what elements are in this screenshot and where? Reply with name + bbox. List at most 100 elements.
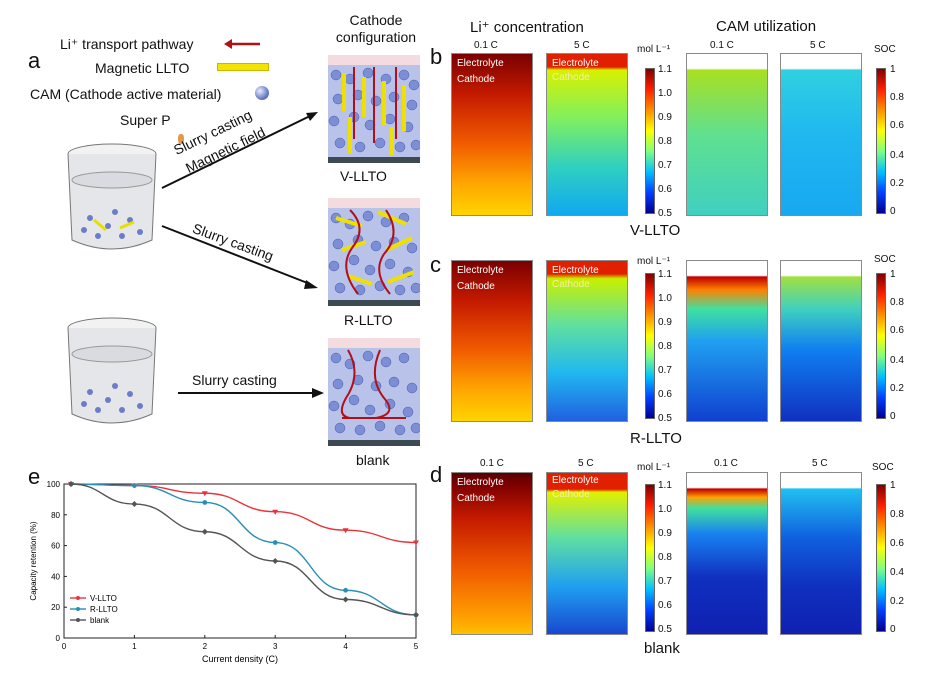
li-map-c-5c: Electrolyte Cathode [546,260,628,422]
tick-label: 1 [890,480,896,491]
legend-magnetic-llto: Magnetic LLTO [95,60,190,76]
soc-label: SOC [872,462,894,473]
legend-super-p: Super P [120,112,171,128]
tick-label: 1.1 [658,480,672,491]
data-point [413,540,419,546]
li-map-d-01c: Electrolyte Cathode [451,472,533,635]
li-colorbar-ticks-c: 1.1 1.0 0.9 0.8 0.7 0.6 0.5 [658,269,688,427]
tick-label: 0.2 [890,178,904,189]
panel-letter-b: b [430,44,443,69]
soc-map-c-5c [780,260,862,422]
tick-label: 0.6 [658,389,672,400]
super-p-icon [178,134,184,144]
mol-unit-label: mol L⁻¹ [637,44,671,55]
tick-label: 0.9 [658,317,672,328]
mol-unit-label: mol L⁻¹ [637,256,671,267]
header-cam-utilization: CAM utilization [716,18,817,35]
soc-label: SOC [874,44,896,55]
cathode-label: Cathode [552,279,590,290]
soc-colorbar-d [876,484,886,632]
electrolyte-label: Electrolyte [552,265,599,276]
tick-label: 0.8 [658,341,672,352]
tick-label: 0.7 [658,160,672,171]
x-tick-label: 4 [343,642,348,651]
data-point [272,509,279,515]
data-point [202,500,208,505]
tick-label: 0.8 [658,136,672,147]
tick-label: 0.5 [658,413,672,424]
electrolyte-label: Electrolyte [457,477,504,488]
tick-label: 0.7 [658,365,672,376]
panel-letter-a: a [28,48,41,73]
config-label-v-llto: V-LLTO [340,168,387,184]
legend-marker [76,607,80,611]
li-map-b-5c: Electrolyte Cathode [546,53,628,216]
cathode-label: Cathode [457,74,495,85]
header-li-concentration: Li⁺ concentration [470,19,584,36]
beaker-icon [67,317,157,424]
panel-letter-e: e [28,464,41,489]
soc-map-b-5c [780,53,862,216]
rate-label: 0.1 C [710,40,734,51]
tick-label: 0.6 [658,600,672,611]
panel-label-r-llto: R-LLTO [630,430,682,447]
tick-label: 1.0 [658,293,672,304]
rate-label: 5 C [812,458,828,469]
y-tick-label: 100 [47,480,61,489]
legend-li-transport: Li⁺ transport pathway [60,36,194,52]
tick-label: 0.8 [890,297,904,308]
x-tick-label: 0 [62,642,67,651]
electrolyte-label: Electrolyte [457,58,504,69]
li-colorbar-ticks-d: 1.1 1.0 0.9 0.8 0.7 0.6 0.5 [658,480,688,638]
capacity-retention-chart: 0 1 2 3 4 5 0 20 40 60 80 100 Current density (C) Cap… [29,480,419,664]
li-map-d-5c: Electrolyte Cathode [546,472,628,635]
soc-colorbar-c [876,273,886,419]
panel-letter-c: c [430,252,441,277]
tick-label: 1.0 [658,88,672,99]
rate-label: 0.1 C [480,458,504,469]
legend-cam: CAM (Cathode active material) [30,86,222,102]
data-point [201,528,208,535]
data-point [272,558,279,564]
tick-label: 0.4 [890,567,904,578]
cathode-label: Cathode [457,281,495,292]
tick-label: 0.4 [890,150,904,161]
x-tick-label: 3 [273,642,278,651]
chart-axes: 0 1 2 3 4 5 0 20 40 60 80 100 Current density (C) Cap… [29,480,419,664]
data-point [68,481,75,487]
tick-label: 0.8 [890,92,904,103]
legend-marker [76,596,80,600]
tick-label: 0 [890,206,896,217]
li-colorbar-ticks-b: 1.1 1.0 0.9 0.8 0.7 0.6 0.5 [658,64,688,222]
llto-rod-icon [217,63,269,71]
tick-label: 0.6 [890,538,904,549]
tick-label: 0.6 [890,120,904,131]
chart-legend: V-LLTO R-LLTO blank [70,594,118,625]
rate-label: 5 C [574,40,590,51]
config-label-r-llto: R-LLTO [344,312,393,328]
tick-label: 0 [890,624,896,635]
config-label-blank: blank [356,452,390,468]
tick-label: 1.1 [658,269,672,280]
data-point [342,596,349,603]
y-tick-label: 60 [51,542,60,551]
electrolyte-label: Electrolyte [457,265,504,276]
legend-label: blank [90,616,110,625]
tick-label: 1.0 [658,504,672,515]
tick-label: 1.1 [658,64,672,75]
rate-label: 0.1 C [474,40,498,51]
soc-colorbar-ticks-d: 1 0.8 0.6 0.4 0.2 0 [890,480,920,638]
data-point [413,611,419,618]
x-tick-label: 1 [132,642,137,651]
panel-label-v-llto: V-LLTO [630,222,681,239]
li-map-b-01c: Electrolyte Cathode [451,53,533,216]
soc-map-d-5c [780,472,862,635]
v-llto-config-image [328,55,420,163]
tick-label: 0.5 [658,208,672,219]
li-colorbar-c [645,273,655,419]
soc-colorbar-ticks-c: 1 0.8 0.6 0.4 0.2 0 [890,269,920,427]
blank-config-image [328,338,420,446]
rate-label: 5 C [810,40,826,51]
cathode-label: Cathode [457,493,495,504]
red-arrow-icon [224,39,260,49]
